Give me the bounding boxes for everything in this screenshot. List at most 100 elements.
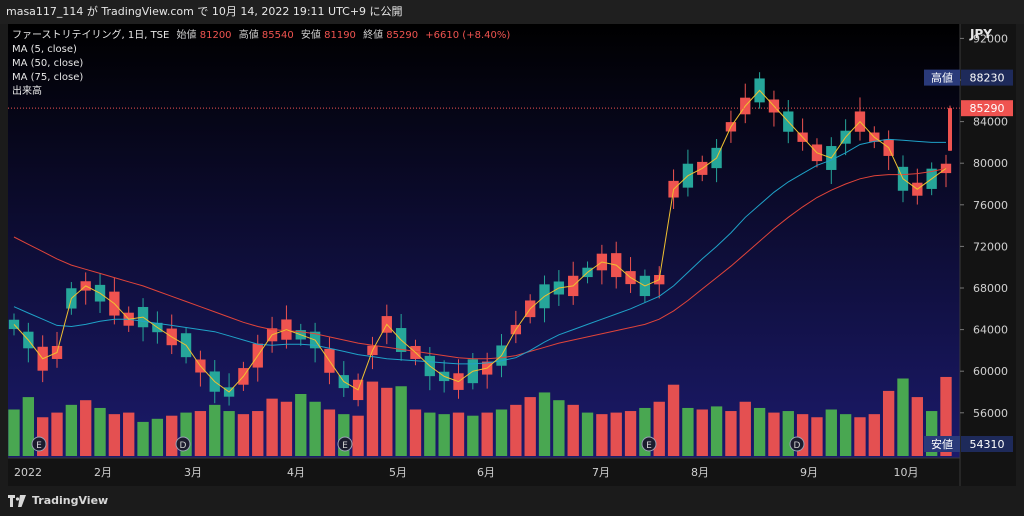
price-tick-label: 92000 bbox=[973, 32, 1008, 45]
ma75-line bbox=[13, 167, 947, 360]
legend-ma75: MA (75, close) bbox=[12, 72, 83, 83]
volume-bar bbox=[22, 397, 35, 456]
time-axis: 2022 2月 3月 4月 5月 6月 7月 8月 9月 10月 bbox=[14, 466, 919, 479]
volume-bar bbox=[37, 417, 49, 456]
volume-bar bbox=[209, 404, 221, 456]
time-tick-label: 9月 bbox=[800, 466, 818, 479]
volume-bar bbox=[495, 409, 508, 456]
volume-bar bbox=[796, 414, 809, 456]
low-tag-label: 安値 bbox=[931, 437, 953, 451]
marker-circle bbox=[641, 436, 657, 452]
volume-bar bbox=[166, 415, 178, 456]
marker-text: E bbox=[646, 441, 652, 451]
volume-bar bbox=[295, 394, 307, 456]
volume-bar bbox=[438, 414, 450, 456]
tradingview-logo[interactable]: TradingView bbox=[8, 494, 108, 507]
volume-bar bbox=[352, 415, 364, 456]
volume-bar bbox=[653, 401, 665, 456]
publish-line: masa117_114 が TradingView.com で 10月 14, … bbox=[6, 5, 403, 18]
time-tick-label: 7月 bbox=[592, 466, 610, 479]
volume-bar bbox=[223, 411, 235, 456]
volume-bar bbox=[65, 404, 78, 456]
high-tag-value: 88230 bbox=[970, 72, 1005, 85]
volume-bar bbox=[309, 401, 321, 456]
volume-bar bbox=[108, 414, 121, 456]
legend-open-label: 始値 bbox=[177, 28, 197, 41]
legend-low: 81190 bbox=[324, 30, 356, 41]
volume-bar bbox=[710, 406, 723, 456]
earnings-marker: E bbox=[31, 436, 47, 452]
legend-close: 85290 bbox=[386, 30, 418, 41]
volume-bar bbox=[524, 397, 536, 456]
time-tick-label: 8月 bbox=[691, 466, 709, 479]
price-tick-label: 80000 bbox=[973, 157, 1008, 170]
volume-bar bbox=[725, 411, 737, 456]
volume-bar bbox=[667, 384, 680, 456]
volume-bar bbox=[409, 409, 422, 456]
price-tick-label: 56000 bbox=[973, 407, 1008, 420]
high-tag-label: 高値 bbox=[931, 71, 953, 85]
footer-brand: TradingView bbox=[32, 494, 109, 507]
legend-symbol: ファーストリテイリング, 1日, TSE bbox=[12, 28, 169, 41]
volume-bars bbox=[8, 376, 952, 456]
price-tick-label: 64000 bbox=[973, 324, 1008, 337]
volume-bar bbox=[682, 407, 694, 456]
time-tick-label: 4月 bbox=[287, 466, 305, 479]
marker-circle bbox=[175, 436, 191, 452]
volume-bar bbox=[639, 407, 651, 456]
footer: TradingView bbox=[0, 486, 1024, 516]
volume-bar bbox=[696, 409, 708, 456]
low-tag-value: 54310 bbox=[970, 438, 1005, 451]
low-tag: 安値 54310 bbox=[924, 436, 1013, 452]
moving-averages bbox=[13, 89, 947, 393]
volume-bar bbox=[237, 414, 250, 456]
legend-high: 85540 bbox=[262, 30, 294, 41]
marker-text: E bbox=[342, 441, 348, 451]
volume-bar bbox=[481, 412, 493, 456]
volume-bar bbox=[280, 401, 293, 456]
volume-bar bbox=[151, 418, 164, 456]
last-price-tag: 85290 bbox=[961, 100, 1013, 117]
volume-bar bbox=[811, 417, 823, 456]
volume-bar bbox=[911, 397, 923, 456]
earnings-marker: E bbox=[337, 436, 353, 452]
legend-ma5: MA (5, close) bbox=[12, 44, 77, 55]
volume-bar bbox=[252, 411, 264, 456]
price-tick-label: 68000 bbox=[973, 282, 1008, 295]
volume-bar bbox=[596, 414, 608, 456]
legend: ファーストリテイリング, 1日, TSE 始値 81200 高値 85540 安… bbox=[12, 28, 510, 97]
volume-bar bbox=[940, 376, 952, 456]
time-tick-label: 5月 bbox=[389, 466, 407, 479]
publish-header: masa117_114 が TradingView.com で 10月 14, … bbox=[0, 0, 1024, 24]
volume-bar bbox=[553, 400, 565, 456]
marker-circle bbox=[31, 436, 47, 452]
time-tick-label: 3月 bbox=[184, 466, 202, 479]
volume-bar bbox=[567, 404, 579, 456]
plot-background bbox=[8, 24, 960, 458]
legend-change: +6610 (+8.40%) bbox=[425, 30, 510, 41]
tradingview-icon bbox=[8, 494, 26, 507]
marker-circle bbox=[337, 436, 353, 452]
high-tag: 高値 88230 bbox=[924, 69, 1013, 86]
volume-bar bbox=[581, 412, 594, 456]
ma5-line bbox=[13, 89, 947, 393]
volume-bar bbox=[610, 412, 622, 456]
volume-bar bbox=[424, 412, 436, 456]
volume-bar bbox=[882, 390, 895, 456]
volume-bar bbox=[51, 412, 63, 456]
candle-body bbox=[948, 108, 952, 151]
price-tick-label: 60000 bbox=[973, 365, 1008, 378]
volume-bar bbox=[753, 407, 766, 456]
price-tick-label: 84000 bbox=[973, 116, 1008, 129]
last-price-value: 85290 bbox=[970, 102, 1005, 115]
marker-text: E bbox=[36, 441, 42, 451]
volume-bar bbox=[8, 409, 20, 456]
legend-volume: 出来高 bbox=[12, 84, 42, 97]
volume-bar bbox=[452, 412, 465, 456]
volume-bar bbox=[80, 400, 92, 456]
marker-circle bbox=[789, 436, 805, 452]
volume-bar bbox=[768, 412, 780, 456]
